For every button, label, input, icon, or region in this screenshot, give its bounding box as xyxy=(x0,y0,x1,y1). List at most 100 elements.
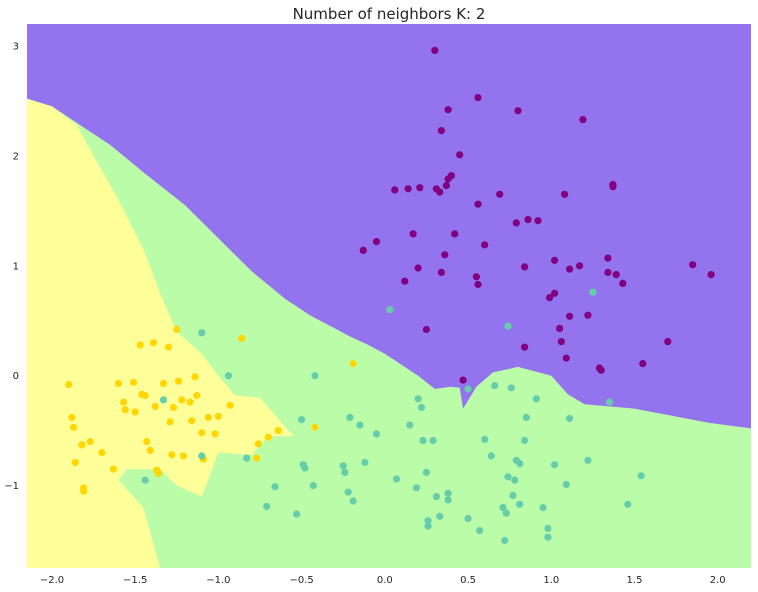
data-point xyxy=(504,322,512,330)
data-point xyxy=(211,430,219,438)
data-point xyxy=(436,512,444,520)
data-point xyxy=(589,288,597,296)
y-tick-label: 2 xyxy=(13,151,19,162)
data-point xyxy=(412,484,421,492)
data-point xyxy=(511,476,519,484)
data-point xyxy=(253,454,261,462)
data-point xyxy=(386,306,394,314)
data-point xyxy=(143,438,151,446)
data-point xyxy=(131,408,139,416)
x-tick-label: 2.0 xyxy=(710,575,726,586)
data-point xyxy=(604,254,612,262)
data-point xyxy=(238,334,246,342)
data-point xyxy=(80,487,88,495)
data-point xyxy=(271,483,279,491)
data-point xyxy=(664,338,672,346)
data-point xyxy=(689,261,697,269)
data-point xyxy=(512,219,520,227)
data-point xyxy=(584,456,592,464)
data-point xyxy=(451,230,459,238)
data-point xyxy=(311,372,319,380)
data-point xyxy=(436,188,444,196)
data-point xyxy=(496,190,504,198)
data-point xyxy=(154,469,163,478)
data-point xyxy=(499,504,507,512)
data-point xyxy=(637,472,645,480)
x-tick-label: 0.5 xyxy=(460,575,476,586)
data-point xyxy=(186,398,194,406)
data-point xyxy=(562,480,570,489)
data-point xyxy=(392,475,401,483)
data-point xyxy=(193,391,201,400)
data-point xyxy=(65,380,73,389)
data-point xyxy=(551,461,559,469)
data-point xyxy=(214,412,222,420)
data-point xyxy=(141,476,149,484)
data-point xyxy=(422,325,430,334)
data-point xyxy=(521,343,529,351)
data-point xyxy=(447,172,455,180)
data-point xyxy=(509,491,517,500)
data-point xyxy=(344,488,352,496)
data-point xyxy=(604,268,612,276)
data-point xyxy=(298,416,306,424)
data-point xyxy=(605,398,614,406)
data-point xyxy=(391,186,399,194)
plot-area xyxy=(27,24,751,568)
data-point xyxy=(136,341,144,349)
data-point xyxy=(534,217,542,225)
data-point xyxy=(444,496,452,504)
data-point xyxy=(414,395,422,403)
data-point xyxy=(474,280,482,289)
data-point xyxy=(98,449,106,457)
data-point xyxy=(437,127,445,135)
data-point xyxy=(309,482,317,490)
data-point xyxy=(243,454,251,462)
data-point xyxy=(372,430,381,438)
data-point xyxy=(159,396,168,404)
data-point xyxy=(301,464,309,472)
data-point xyxy=(224,372,232,380)
data-point xyxy=(562,354,570,362)
data-point xyxy=(557,338,565,346)
data-point xyxy=(341,468,349,476)
data-point xyxy=(429,436,437,445)
data-point xyxy=(109,465,118,473)
x-tick-label: 1.5 xyxy=(627,575,643,586)
data-point xyxy=(424,522,432,530)
data-point xyxy=(609,180,617,189)
data-point xyxy=(524,216,532,224)
data-point xyxy=(406,421,414,429)
data-point xyxy=(444,489,452,497)
data-point xyxy=(566,265,574,273)
data-point xyxy=(361,458,369,467)
data-point xyxy=(619,279,627,287)
data-point xyxy=(372,238,381,246)
data-point xyxy=(78,441,86,449)
data-point xyxy=(502,509,510,517)
data-point xyxy=(491,382,499,390)
chart-title: Number of neighbors K: 2 xyxy=(293,5,486,23)
data-point xyxy=(487,452,495,460)
data-point xyxy=(349,360,357,368)
data-point xyxy=(191,373,199,381)
data-point xyxy=(146,446,154,454)
data-point xyxy=(474,94,482,102)
data-point xyxy=(414,264,422,272)
data-point xyxy=(419,436,427,445)
data-point xyxy=(178,396,186,404)
data-point xyxy=(311,423,319,431)
data-point xyxy=(70,423,78,431)
y-tick-label: −1 xyxy=(4,481,19,492)
data-point xyxy=(544,524,552,533)
data-point xyxy=(68,413,76,421)
data-point xyxy=(556,324,564,332)
data-point xyxy=(437,268,445,276)
data-point xyxy=(356,421,364,429)
data-point xyxy=(521,263,529,271)
data-point xyxy=(149,339,158,347)
data-point xyxy=(173,325,181,334)
decision-regions xyxy=(27,24,751,568)
data-point xyxy=(339,462,347,470)
